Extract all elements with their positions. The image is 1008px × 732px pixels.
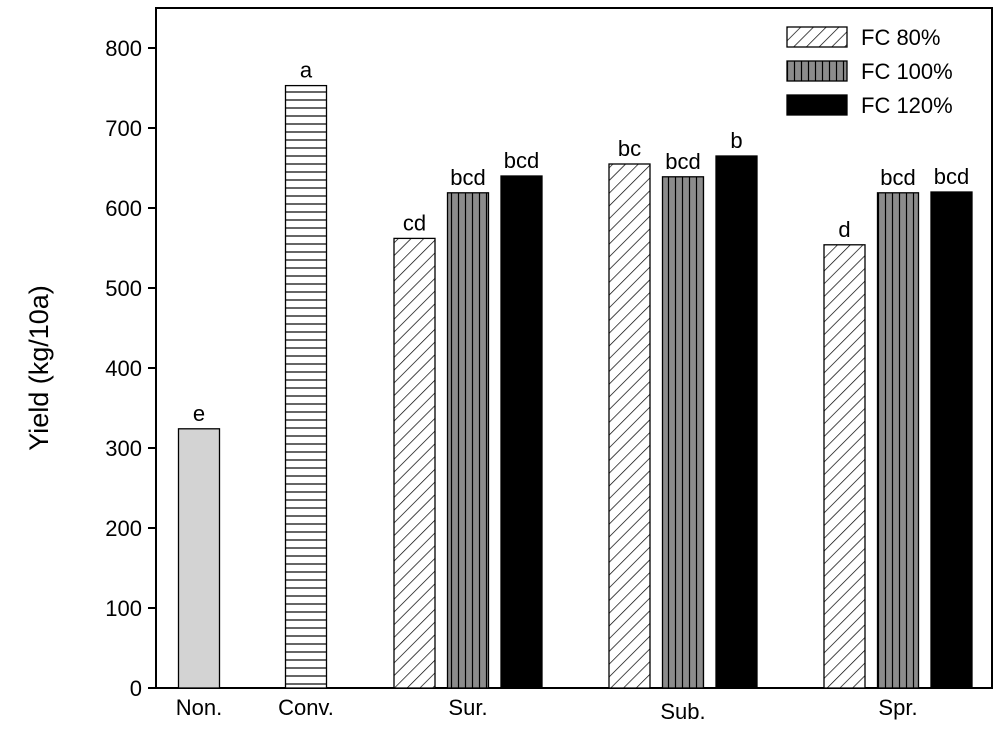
bar (500, 175, 543, 689)
bar (876, 192, 920, 689)
x-category-label: Conv. (278, 695, 334, 720)
y-tick-label: 500 (105, 276, 142, 301)
legend-swatch (786, 26, 848, 48)
y-axis-title: Yield (kg/10a) (24, 285, 54, 451)
bar-significance-label: bc (618, 136, 641, 161)
y-tick-label: 400 (105, 356, 142, 381)
legend-swatch (786, 60, 848, 82)
y-tick-label: 200 (105, 516, 142, 541)
bar (823, 244, 866, 689)
y-tick-label: 700 (105, 116, 142, 141)
bar-significance-label: e (193, 401, 205, 426)
bar-significance-label: bcd (665, 149, 700, 174)
bar (393, 237, 436, 689)
y-tick-label: 100 (105, 596, 142, 621)
bar-significance-label: b (730, 128, 742, 153)
bar (715, 155, 758, 689)
y-tick-label: 800 (105, 36, 142, 61)
bar-significance-label: d (838, 217, 850, 242)
x-category-label: Non. (176, 695, 222, 720)
bar-significance-label: bcd (934, 164, 969, 189)
bar-significance-label: bcd (504, 148, 539, 173)
x-category-label: Sub. (660, 699, 705, 724)
bar-significance-label: a (300, 58, 313, 83)
plot-frame (155, 7, 993, 689)
legend-label: FC 80% (861, 25, 940, 50)
bar (608, 163, 651, 689)
bar (177, 428, 221, 689)
legend-label: FC 120% (861, 93, 953, 118)
y-tick-label: 600 (105, 196, 142, 221)
bar (661, 176, 705, 689)
x-category-label: Spr. (878, 695, 917, 720)
y-tick-label: 0 (130, 676, 142, 701)
axes: 0 100 200 300 400 500 600 700 800 Non. Conv. Sur. Su… (105, 7, 993, 724)
bar-significance-label: bcd (880, 165, 915, 190)
bar-significance-label: bcd (450, 165, 485, 190)
bar-significance-label: cd (403, 210, 426, 235)
y-tick-label: 300 (105, 436, 142, 461)
bar (284, 84, 328, 689)
bar (930, 191, 973, 689)
legend-swatch (786, 94, 848, 116)
bar (446, 192, 490, 689)
legend-label: FC 100% (861, 59, 953, 84)
legend: FC 80% FC 100% FC 120% (786, 25, 953, 118)
x-category-label: Sur. (448, 695, 487, 720)
